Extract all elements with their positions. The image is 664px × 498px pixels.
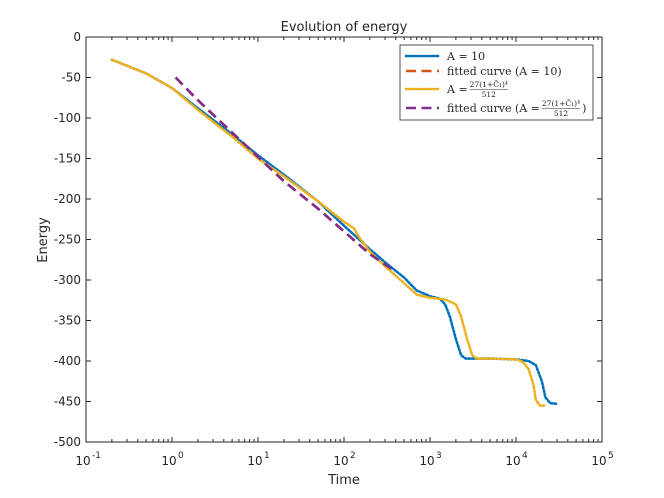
legend-fraction-numerator: 27(1+C̄₁)⁴ xyxy=(470,80,508,89)
y-axis-label: Energy xyxy=(36,217,51,263)
legend: A = 10 fitted curve (A = 10) A = 27(1+C̄₁)… xyxy=(399,44,594,121)
chart-title: Evolution of energy xyxy=(281,20,408,35)
legend-fraction-numerator: 27(1+C̄₁)⁴ xyxy=(542,99,580,108)
y-tick-label: -250 xyxy=(54,233,81,247)
x-axis: 10 -1 10 0 10 1 10 2 10 3 10 4 10 5 xyxy=(75,37,614,468)
legend-fraction-denominator: 512 xyxy=(554,109,569,118)
legend-label-suffix: ) xyxy=(582,102,586,115)
y-tick-label: -500 xyxy=(54,435,81,449)
x-tick-exponent: 1 xyxy=(264,451,270,461)
x-axis-label: Time xyxy=(327,473,360,488)
legend-label-3: A = xyxy=(446,83,468,96)
x-tick-label: 10 xyxy=(247,454,262,468)
series-line-3 xyxy=(110,58,547,407)
y-axis: 0 -50 -100 -150 -200 -250 -300 -350 -400 -450 -500 xyxy=(54,30,602,449)
y-tick-label: -400 xyxy=(54,354,81,368)
x-tick-exponent: 2 xyxy=(350,451,356,461)
x-tick-exponent: -1 xyxy=(92,451,101,461)
y-tick-label: -350 xyxy=(54,314,81,328)
x-tick-label: 10 xyxy=(161,454,176,468)
legend-label-4: fitted curve (A = xyxy=(447,102,540,115)
y-tick-label: 0 xyxy=(73,30,81,44)
series-line-4 xyxy=(174,76,397,273)
y-tick-label: -450 xyxy=(54,395,81,409)
x-tick-exponent: 3 xyxy=(436,451,442,461)
legend-box xyxy=(399,44,594,121)
x-tick-label: 10 xyxy=(419,454,434,468)
x-tick-exponent: 0 xyxy=(178,451,184,461)
legend-fraction-denominator: 512 xyxy=(482,90,497,99)
series-layer xyxy=(110,58,559,407)
y-tick-label: -300 xyxy=(54,273,81,287)
y-tick-label: -150 xyxy=(54,152,81,166)
y-tick-label: -50 xyxy=(61,71,81,85)
legend-label-1: A = 10 xyxy=(446,50,485,63)
x-tick-label: 10 xyxy=(75,454,90,468)
x-tick-label: 10 xyxy=(505,454,520,468)
x-tick-exponent: 4 xyxy=(522,451,528,461)
x-tick-exponent: 5 xyxy=(608,451,614,461)
x-tick-label: 10 xyxy=(333,454,348,468)
x-tick-label: 10 xyxy=(591,454,606,468)
y-tick-label: -100 xyxy=(54,111,81,125)
legend-label-2: fitted curve (A = 10) xyxy=(447,65,562,78)
y-tick-label: -200 xyxy=(54,192,81,206)
